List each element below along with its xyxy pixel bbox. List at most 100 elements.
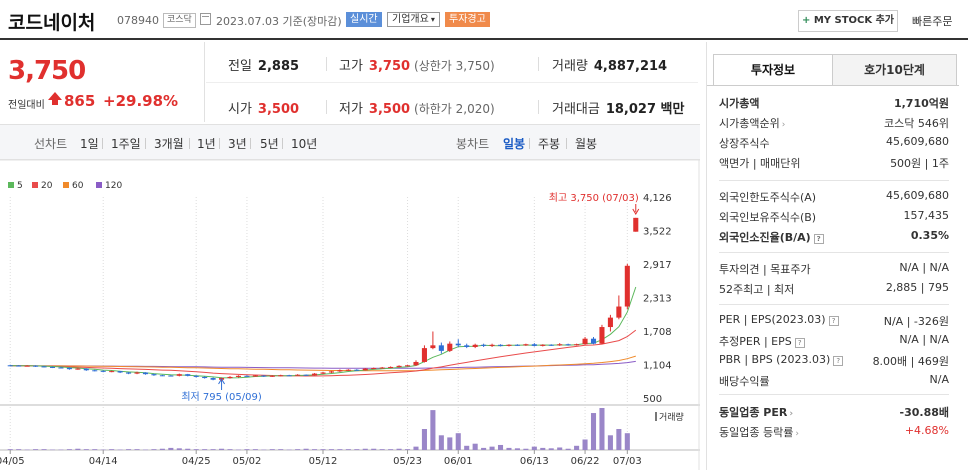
- tab-1y[interactable]: 1년: [197, 137, 216, 151]
- add-mystock-button[interactable]: + MY STOCK 추가: [798, 10, 898, 32]
- line-chart-label: 선차트: [34, 137, 68, 151]
- plus-icon: +: [801, 15, 811, 26]
- volume-bar: [16, 449, 22, 450]
- volume-bar: [590, 413, 597, 450]
- candle-body: [193, 375, 199, 377]
- company-overview-dropdown[interactable]: 기업개요 ▾: [387, 12, 440, 27]
- candle-body: [574, 344, 580, 346]
- info-value: N/A | N/A: [899, 333, 949, 346]
- volume-bar: [328, 449, 334, 450]
- legend-ma60: 60: [63, 181, 83, 191]
- volume-bar: [345, 449, 351, 450]
- volume-bar: [244, 449, 250, 450]
- price-chart[interactable]: 04/05 04/14 04/25 05/02 05/12 05/23 06/01 06/13…: [0, 160, 700, 470]
- volume-bar: [286, 449, 292, 451]
- candle-body: [624, 265, 630, 307]
- info-value: N/A: [929, 373, 949, 386]
- chevron-right-icon[interactable]: ›: [781, 120, 786, 130]
- help-icon[interactable]: ?: [794, 338, 805, 348]
- quick-order-button[interactable]: 빠른주문: [912, 15, 953, 28]
- stat-label: 거래대금: [552, 102, 600, 117]
- info-row: PER | EPS(2023.03)? N/A | -326원: [719, 313, 949, 329]
- stat-low: 저가 3,500 (하한가 2,020): [339, 98, 495, 117]
- volume-bar: [303, 448, 309, 450]
- low-annotation: 최저 795 (05/09): [181, 391, 262, 403]
- chevron-down-icon: ▾: [430, 15, 435, 24]
- tab-monthly[interactable]: 월봉: [575, 137, 598, 151]
- volume-bar: [66, 449, 72, 450]
- candle-body: [286, 375, 292, 377]
- info-row: 시가총액순위 › 코스닥 546위: [719, 115, 949, 131]
- info-label: 시가총액: [719, 97, 760, 110]
- volume-bar: [388, 449, 394, 450]
- x-tick-label: 04/05: [0, 456, 25, 467]
- legend-label: 5: [17, 181, 23, 191]
- change-value: 865: [64, 92, 96, 110]
- tab-10y[interactable]: 10년: [291, 137, 318, 151]
- tab-3m[interactable]: 3개월: [154, 137, 184, 151]
- volume-bar: [472, 443, 478, 450]
- realtime-button[interactable]: 실시간: [346, 12, 382, 27]
- legend-swatch: [63, 182, 69, 188]
- volume-bar: [362, 448, 368, 450]
- stat-label: 거래량: [552, 59, 588, 74]
- candle-body: [227, 376, 233, 379]
- info-value: N/A | N/A: [899, 261, 949, 274]
- candle-body: [168, 375, 174, 377]
- info-value: 코스닥 546위: [884, 117, 949, 130]
- info-value: N/A | -326원: [883, 315, 949, 328]
- legend-swatch: [32, 182, 38, 188]
- ma60-line: [10, 355, 636, 372]
- volume-bar: [33, 449, 39, 450]
- stat-value: 3,750: [368, 59, 411, 74]
- help-icon[interactable]: ?: [828, 316, 839, 326]
- info-row: 액면가 | 매매단위 500원 | 1주: [719, 155, 949, 171]
- candle-body: [557, 344, 563, 346]
- volume-bar: [489, 446, 495, 450]
- candle-body: [337, 370, 343, 372]
- volume-bar: [202, 449, 208, 450]
- info-value: -30.88배: [899, 406, 949, 419]
- tab-investment-info[interactable]: 투자정보: [713, 54, 833, 86]
- candle-body: [396, 365, 402, 367]
- calendar-icon: [200, 13, 211, 25]
- volume-bar: [531, 446, 537, 450]
- volume-bar: [219, 448, 225, 450]
- info-label: 액면가 | 매매단위: [719, 157, 801, 170]
- tab-1d[interactable]: 1일: [80, 137, 99, 151]
- help-icon[interactable]: ?: [833, 356, 844, 366]
- volume-bar: [7, 449, 13, 450]
- volume-bar: [312, 449, 318, 450]
- chevron-right-icon[interactable]: ›: [789, 409, 794, 419]
- high-arrow-head: [632, 208, 640, 215]
- info-value: +4.68%: [904, 424, 949, 437]
- y-tick-label: 2,313: [643, 294, 672, 305]
- volume-bar: [548, 448, 554, 450]
- tab-orderbook[interactable]: 호가10단계: [832, 54, 957, 86]
- help-icon[interactable]: ?: [813, 234, 824, 244]
- candle-body: [362, 368, 368, 371]
- info-row: 배당수익률 N/A: [719, 373, 949, 389]
- x-tick-label: 05/12: [309, 456, 338, 467]
- tab-3y[interactable]: 3년: [228, 137, 247, 151]
- volume-bar: [142, 449, 149, 451]
- tab-weekly[interactable]: 주봉: [538, 137, 561, 151]
- candle-chart-label: 봉차트: [456, 137, 490, 151]
- change-label: 전일대비: [8, 100, 45, 111]
- tab-1w[interactable]: 1주일: [111, 137, 141, 151]
- price-stats: 전일 2,885 고가 3,750 (상한가 3,750) 거래량 4,887,214 …: [206, 42, 698, 122]
- tab-5y[interactable]: 5년: [260, 137, 279, 151]
- candle-body: [455, 343, 461, 346]
- volume-bar: [565, 448, 571, 450]
- volume-bar: [151, 449, 157, 450]
- candle-body: [16, 365, 22, 367]
- tab-daily[interactable]: 일봉: [503, 137, 526, 151]
- volume-bar: [413, 446, 419, 450]
- info-row: 시가총액 1,710억원: [719, 95, 949, 111]
- legend-swatch: [96, 182, 102, 188]
- volume-bar: [235, 449, 242, 451]
- chevron-right-icon[interactable]: ›: [795, 429, 799, 439]
- volume-bar: [464, 445, 470, 450]
- info-value: 45,609,680: [886, 135, 949, 148]
- stat-sub: (하한가 2,020): [414, 102, 495, 116]
